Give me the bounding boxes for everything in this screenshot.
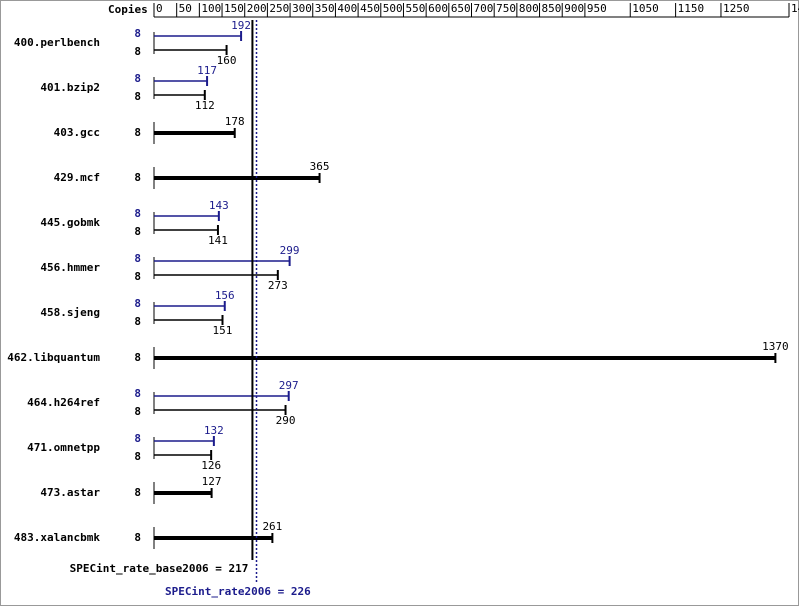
category-label: 473.astar: [40, 486, 100, 499]
value-label: 273: [268, 279, 288, 292]
value-label: 141: [208, 234, 228, 247]
x-tick-label: 450: [360, 2, 380, 15]
x-tick-label: 0: [156, 2, 163, 15]
copies-label: 8: [134, 270, 141, 283]
copies-label: 8: [134, 531, 141, 544]
x-tick-label: 850: [542, 2, 562, 15]
value-label: 132: [204, 424, 224, 437]
value-label: 178: [225, 115, 245, 128]
x-tick-label: 950: [587, 2, 607, 15]
category-label: 483.xalancbmk: [14, 531, 100, 544]
x-tick-label: 50: [179, 2, 192, 15]
copies-label: 8: [134, 225, 141, 238]
copies-label: 8: [134, 90, 141, 103]
x-tick-label: 1150: [678, 2, 705, 15]
value-label: 143: [209, 199, 229, 212]
copies-label: 8: [134, 351, 141, 364]
category-label: 456.hmmer: [40, 261, 100, 274]
copies-label: 8: [134, 252, 141, 265]
x-tick-label: 600: [428, 2, 448, 15]
x-tick-label: 650: [451, 2, 471, 15]
x-tick-label: 800: [519, 2, 539, 15]
x-tick-label: 900: [564, 2, 584, 15]
value-label: 151: [213, 324, 233, 337]
copies-label: 8: [134, 27, 141, 40]
x-tick-label: 400: [337, 2, 357, 15]
x-tick-label: 550: [405, 2, 425, 15]
copies-label: 8: [134, 432, 141, 445]
value-label: 117: [197, 64, 217, 77]
category-label: 471.omnetpp: [27, 441, 100, 454]
copies-label: 8: [134, 387, 141, 400]
category-label: 445.gobmk: [40, 216, 100, 229]
category-label: 429.mcf: [54, 171, 100, 184]
copies-label: 8: [134, 450, 141, 463]
value-label: 1370: [762, 340, 789, 353]
x-tick-label: 1050: [632, 2, 659, 15]
copies-label: 8: [134, 171, 141, 184]
copies-label: 8: [134, 207, 141, 220]
value-label: 365: [310, 160, 330, 173]
category-label: 462.libquantum: [7, 351, 100, 364]
value-label: 156: [215, 289, 235, 302]
category-label: 464.h264ref: [27, 396, 100, 409]
value-label: 160: [217, 54, 237, 67]
category-label: 458.sjeng: [40, 306, 100, 319]
reference-label: SPECint_rate2006 = 226: [165, 585, 311, 598]
copies-label: 8: [134, 297, 141, 310]
value-label: 261: [262, 520, 282, 533]
x-tick-label: 250: [269, 2, 289, 15]
x-tick-label: 350: [315, 2, 335, 15]
reference-label: SPECint_rate_base2006 = 217: [70, 562, 249, 575]
copies-label: 8: [134, 405, 141, 418]
x-tick-label: 100: [201, 2, 221, 15]
category-label: 400.perlbench: [14, 36, 100, 49]
category-label: 401.bzip2: [40, 81, 100, 94]
x-tick-label: 200: [247, 2, 267, 15]
x-tick-label: 500: [383, 2, 403, 15]
copies-label: 8: [134, 486, 141, 499]
x-tick-label: 750: [496, 2, 516, 15]
value-label: 299: [280, 244, 300, 257]
value-label: 297: [279, 379, 299, 392]
copies-label: 8: [134, 72, 141, 85]
value-label: 192: [231, 19, 251, 32]
value-label: 112: [195, 99, 215, 112]
x-tick-label: 300: [292, 2, 312, 15]
copies-header: Copies: [108, 3, 148, 16]
copies-label: 8: [134, 315, 141, 328]
x-tick-label: 1250: [723, 2, 750, 15]
x-tick-label: 700: [474, 2, 494, 15]
value-label: 127: [202, 475, 222, 488]
copies-label: 8: [134, 45, 141, 58]
value-label: 126: [201, 459, 221, 472]
x-tick-label: 150: [224, 2, 244, 15]
copies-label: 8: [134, 126, 141, 139]
value-label: 290: [276, 414, 296, 427]
category-label: 403.gcc: [54, 126, 100, 139]
